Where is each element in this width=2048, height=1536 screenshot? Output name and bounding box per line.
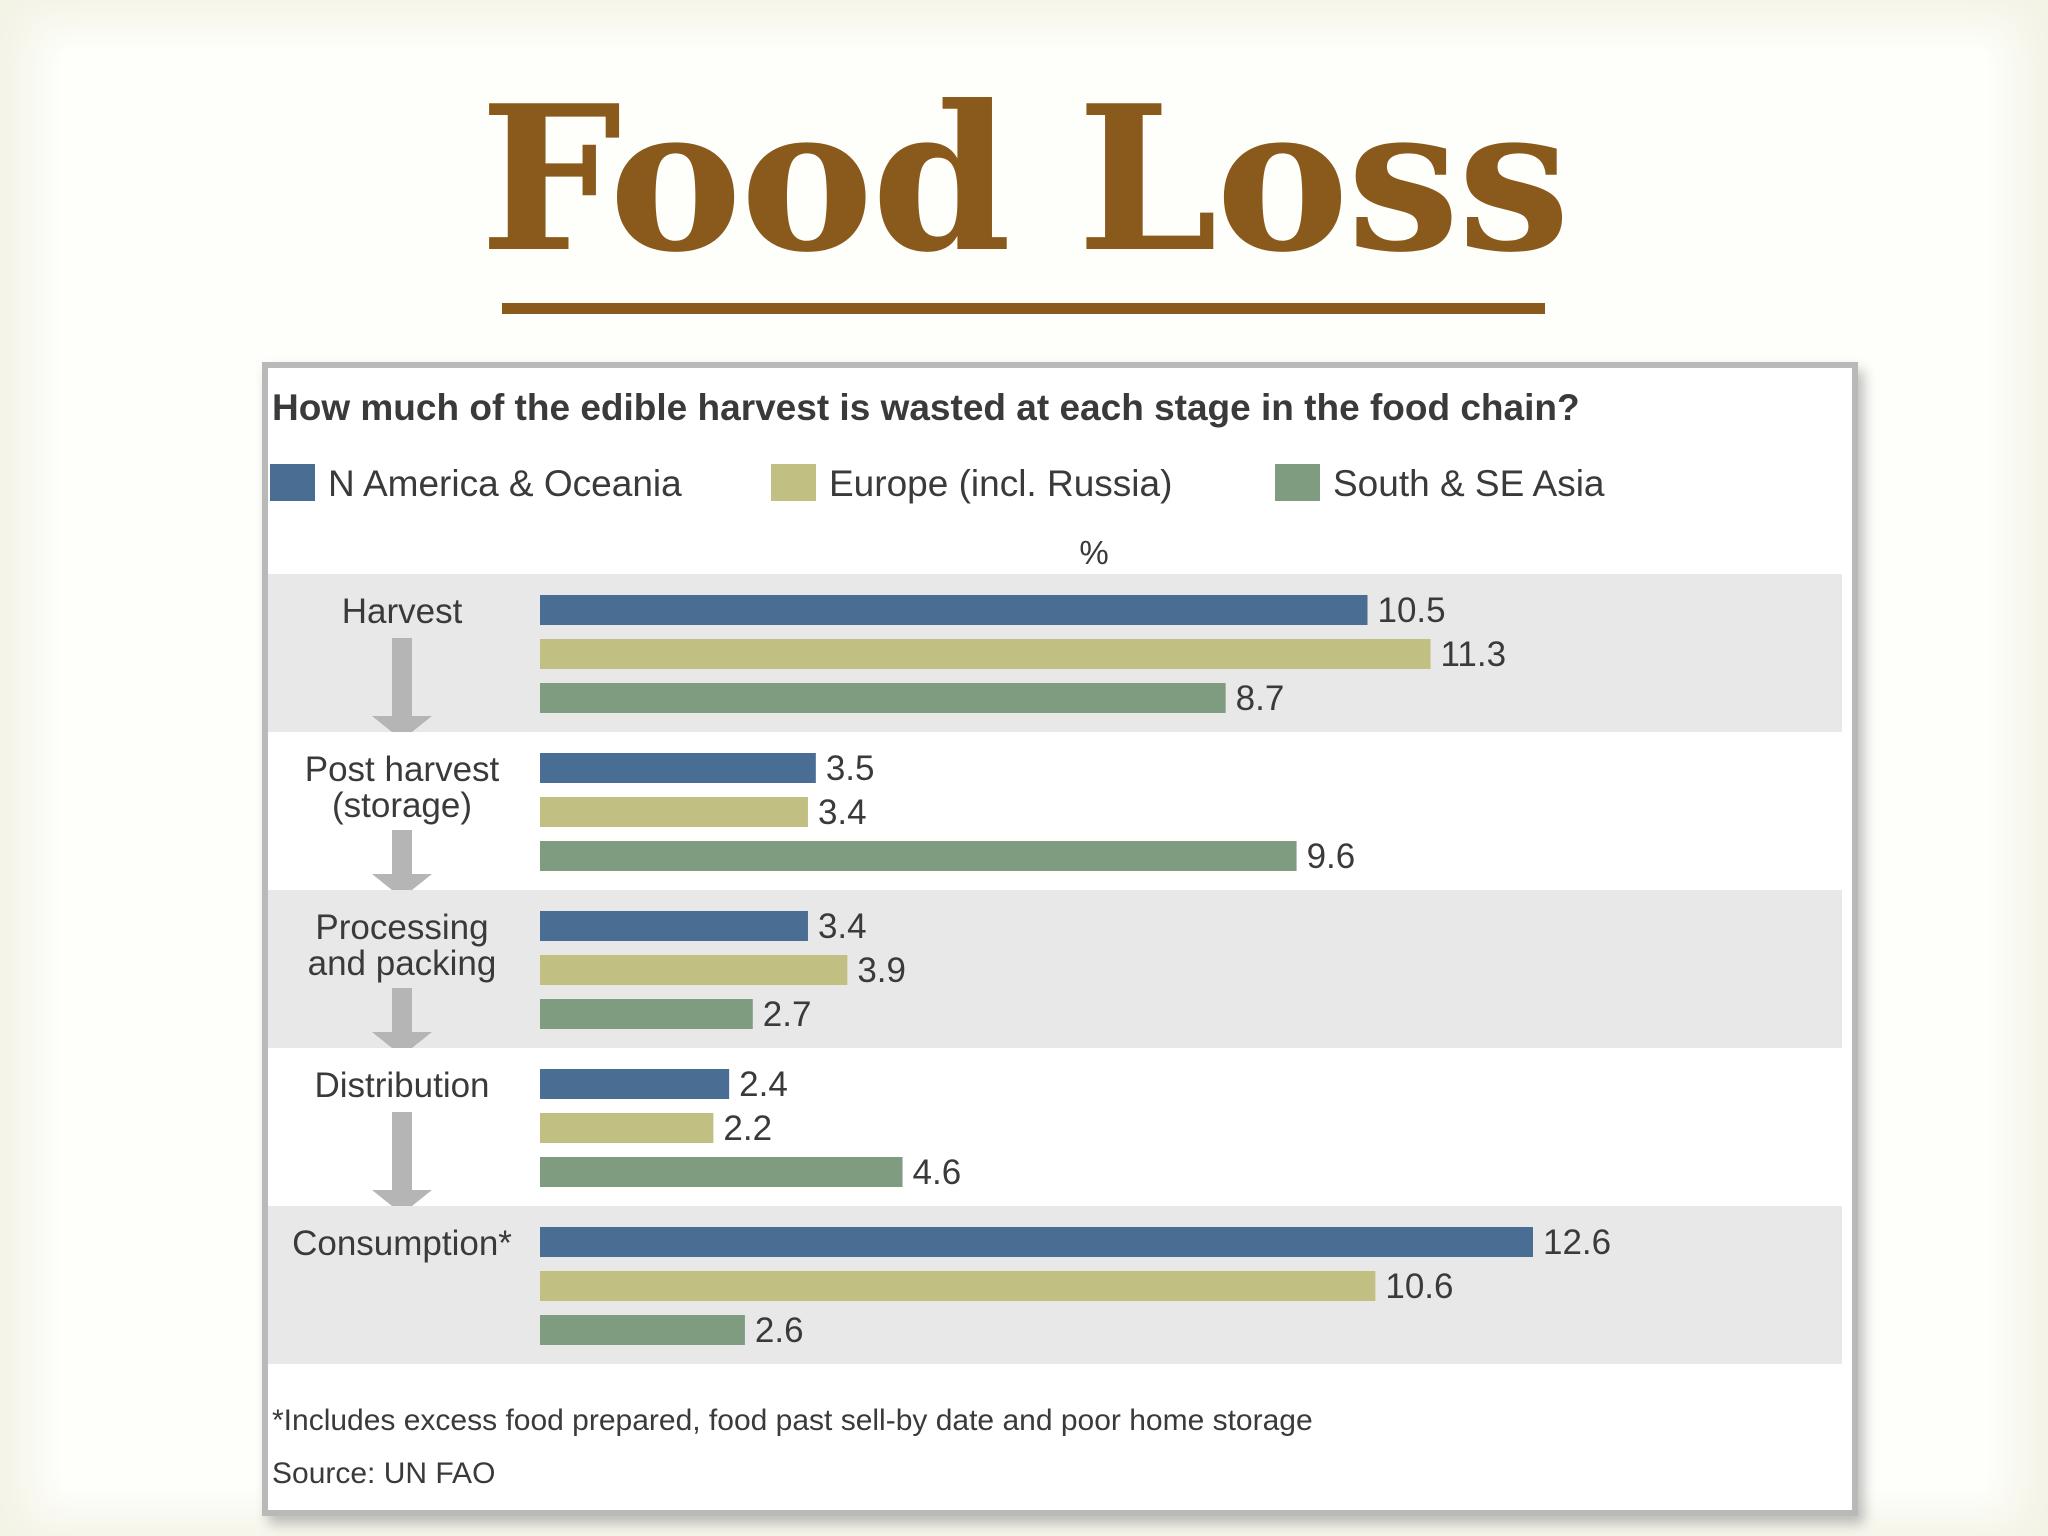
bar-4-2 bbox=[540, 1113, 714, 1143]
bar-value-1-3: 8.7 bbox=[1236, 679, 1285, 718]
bar-value-3-3: 2.7 bbox=[763, 995, 812, 1034]
source-note: Source: UN FAO bbox=[272, 1457, 495, 1490]
bar-2-3 bbox=[540, 841, 1297, 871]
title-underline bbox=[502, 303, 1545, 314]
bar-3-3 bbox=[540, 999, 753, 1029]
bar-1-2 bbox=[540, 639, 1431, 669]
bar-4-1 bbox=[540, 1069, 730, 1099]
stage-label-2-line-1: Post harvest bbox=[305, 750, 500, 789]
stage-label-1: Harvest bbox=[342, 592, 463, 631]
unit-label: % bbox=[1079, 534, 1108, 571]
bar-3-2 bbox=[540, 955, 848, 985]
stage-band-4 bbox=[268, 1048, 1842, 1206]
flow-arrow-1 bbox=[372, 638, 432, 740]
bar-value-3-2: 3.9 bbox=[857, 951, 906, 990]
stage-label-4: Distribution bbox=[314, 1066, 489, 1105]
bar-value-4-1: 2.4 bbox=[739, 1065, 788, 1104]
bar-value-4-2: 2.2 bbox=[723, 1109, 772, 1148]
food-loss-chart: How much of the edible harvest is wasted… bbox=[268, 387, 1842, 1490]
stage-label-2-line-2: (storage) bbox=[332, 786, 472, 825]
bar-value-5-1: 12.6 bbox=[1543, 1223, 1611, 1262]
bar-value-2-1: 3.5 bbox=[826, 749, 875, 788]
bar-value-2-3: 9.6 bbox=[1307, 837, 1356, 876]
legend-label-3: South & SE Asia bbox=[1333, 463, 1605, 504]
stage-band-3 bbox=[268, 890, 1842, 1048]
bar-value-4-3: 4.6 bbox=[913, 1153, 962, 1192]
chart-figure: How much of the edible harvest is wasted… bbox=[262, 362, 1858, 1516]
bar-5-2 bbox=[540, 1271, 1376, 1301]
slide-title: Food Loss bbox=[479, 62, 1571, 297]
bar-2-2 bbox=[540, 797, 808, 827]
bar-1-1 bbox=[540, 595, 1368, 625]
plot-area: Harvest 10.5 11.3 8.7 Post harvest(storage) 3… bbox=[268, 574, 1842, 1364]
footnote: *Includes excess food prepared, food pas… bbox=[272, 1404, 1313, 1437]
bar-value-5-3: 2.6 bbox=[755, 1311, 804, 1350]
bar-4-3 bbox=[540, 1157, 903, 1187]
bar-1-3 bbox=[540, 683, 1226, 713]
bar-2-1 bbox=[540, 753, 816, 783]
bar-value-2-2: 3.4 bbox=[818, 793, 867, 832]
legend: N America & Oceania Europe (incl. Russia)… bbox=[270, 463, 1605, 504]
bar-value-1-1: 10.5 bbox=[1378, 591, 1446, 630]
bar-5-3 bbox=[540, 1315, 745, 1345]
legend-swatch-1 bbox=[270, 464, 315, 501]
bar-value-5-2: 10.6 bbox=[1385, 1267, 1453, 1306]
legend-swatch-3 bbox=[1275, 464, 1320, 501]
flow-arrow-3 bbox=[372, 988, 432, 1056]
legend-label-1: N America & Oceania bbox=[328, 463, 682, 504]
legend-label-2: Europe (incl. Russia) bbox=[829, 463, 1172, 504]
chart-title: How much of the edible harvest is wasted… bbox=[272, 387, 1580, 428]
stage-label-3-line-1: Processing bbox=[315, 908, 488, 947]
bar-value-1-2: 11.3 bbox=[1441, 635, 1507, 674]
bar-5-1 bbox=[540, 1227, 1533, 1257]
bar-3-1 bbox=[540, 911, 808, 941]
stage-label-3-line-2: and packing bbox=[308, 944, 497, 983]
flow-arrow-2 bbox=[372, 830, 432, 898]
legend-swatch-2 bbox=[771, 464, 816, 501]
stage-label-5: Consumption* bbox=[292, 1224, 512, 1263]
flow-arrow-4 bbox=[372, 1112, 432, 1214]
bar-value-3-1: 3.4 bbox=[818, 907, 867, 946]
